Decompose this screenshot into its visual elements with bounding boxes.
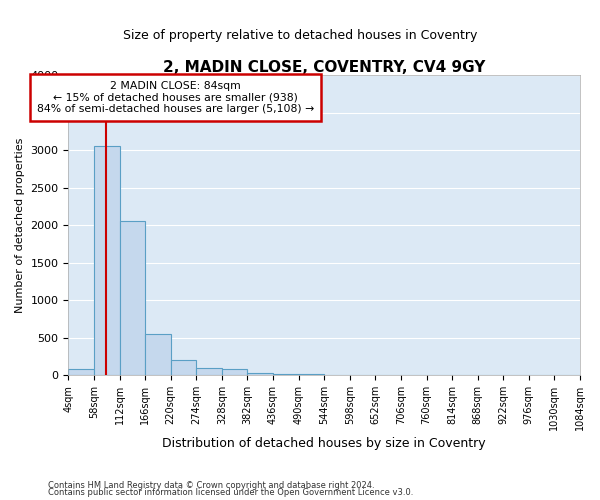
Text: Size of property relative to detached houses in Coventry: Size of property relative to detached ho…	[123, 30, 477, 43]
Bar	[196, 368, 222, 375]
Bar	[68, 369, 94, 375]
Title: 2, MADIN CLOSE, COVENTRY, CV4 9GY: 2, MADIN CLOSE, COVENTRY, CV4 9GY	[163, 60, 485, 75]
Bar	[299, 374, 324, 375]
Text: Contains HM Land Registry data © Crown copyright and database right 2024.: Contains HM Land Registry data © Crown c…	[48, 480, 374, 490]
Bar	[171, 360, 196, 375]
Text: 2 MADIN CLOSE: 84sqm
← 15% of detached houses are smaller (938)
84% of semi-deta: 2 MADIN CLOSE: 84sqm ← 15% of detached h…	[37, 81, 314, 114]
Bar	[119, 222, 145, 375]
Bar	[94, 146, 119, 375]
Bar	[145, 334, 171, 375]
X-axis label: Distribution of detached houses by size in Coventry: Distribution of detached houses by size …	[163, 437, 486, 450]
Bar	[247, 373, 273, 375]
Bar	[273, 374, 299, 375]
Bar	[222, 369, 247, 375]
Text: Contains public sector information licensed under the Open Government Licence v3: Contains public sector information licen…	[48, 488, 413, 497]
Y-axis label: Number of detached properties: Number of detached properties	[15, 138, 25, 312]
